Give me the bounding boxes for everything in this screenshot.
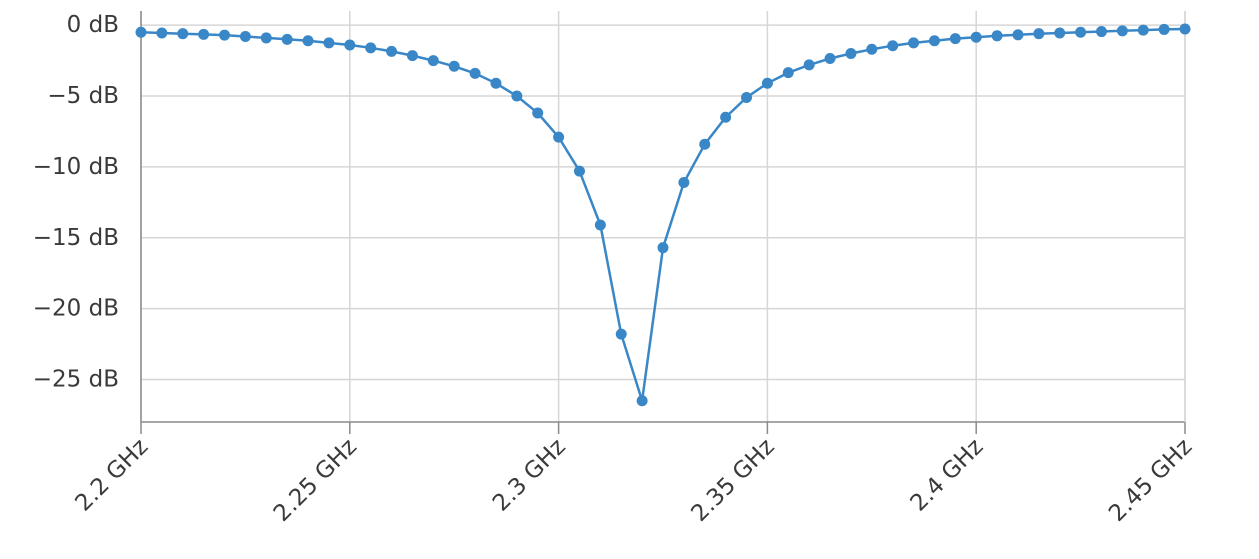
data-point (991, 30, 1003, 42)
data-point (949, 33, 961, 45)
y-tick-label: 0 dB (67, 12, 119, 38)
data-point (427, 55, 439, 67)
grid (140, 11, 1186, 422)
series (135, 23, 1191, 407)
x-tick-label: 2.35 GHz (687, 434, 780, 527)
data-point (198, 28, 210, 40)
data-point (1179, 23, 1191, 35)
data-point (323, 37, 335, 49)
data-point (1158, 23, 1170, 35)
y-tick-label: −5 dB (47, 83, 119, 109)
data-point (1075, 26, 1087, 38)
data-point (573, 165, 585, 177)
x-tick-label: 2.25 GHz (269, 434, 362, 527)
data-point (386, 45, 398, 57)
x-tick-labels: 2.2 GHz 2.25 GHz 2.3 GHz 2.35 GHz 2.4 GHz 2.4… (70, 434, 1197, 527)
data-point (239, 31, 251, 43)
series-line (140, 27, 1186, 402)
data-point (1054, 27, 1066, 39)
data-point (344, 39, 356, 51)
data-point (615, 328, 627, 340)
data-point (720, 111, 732, 123)
data-point (1033, 28, 1045, 40)
data-point (511, 90, 523, 102)
data-point (928, 35, 940, 47)
data-point (657, 242, 669, 254)
data-point (469, 67, 481, 79)
data-point (1012, 29, 1024, 41)
data-point (532, 107, 544, 119)
data-point (156, 27, 168, 39)
y-tick-label: −10 dB (33, 154, 119, 180)
data-point (219, 29, 231, 41)
data-point (594, 219, 606, 231)
data-point (970, 31, 982, 43)
y-tick-label: −15 dB (33, 225, 119, 251)
data-point (406, 50, 418, 62)
data-point (135, 26, 147, 38)
data-point (636, 395, 648, 407)
data-point (741, 91, 753, 103)
axes (140, 11, 1186, 434)
data-point (699, 138, 711, 150)
x-tick-label: 2.3 GHz (488, 434, 571, 517)
data-point (177, 28, 189, 40)
x-tick-label: 2.45 GHz (1104, 434, 1197, 527)
data-point (1137, 24, 1149, 36)
data-point (761, 77, 773, 89)
y-tick-labels: 0 dB −5 dB −10 dB −15 dB −20 dB −25 dB (33, 12, 119, 392)
data-point (887, 40, 899, 52)
data-point (803, 59, 815, 71)
data-point (302, 35, 314, 47)
data-point (448, 60, 460, 72)
data-point (782, 67, 794, 79)
data-point (260, 32, 272, 44)
data-point (1095, 26, 1107, 38)
data-point (553, 131, 565, 143)
data-point (845, 48, 857, 60)
data-point (678, 176, 690, 188)
data-point (866, 43, 878, 55)
y-tick-label: −25 dB (33, 366, 119, 392)
y-tick-label: −20 dB (33, 296, 119, 322)
x-tick-label: 2.2 GHz (70, 434, 153, 517)
data-point (908, 37, 920, 49)
x-tick-label: 2.4 GHz (906, 434, 989, 517)
data-point (281, 33, 293, 45)
data-point (1116, 25, 1128, 37)
data-point (824, 52, 836, 64)
data-point (365, 42, 377, 54)
data-point (490, 77, 502, 89)
